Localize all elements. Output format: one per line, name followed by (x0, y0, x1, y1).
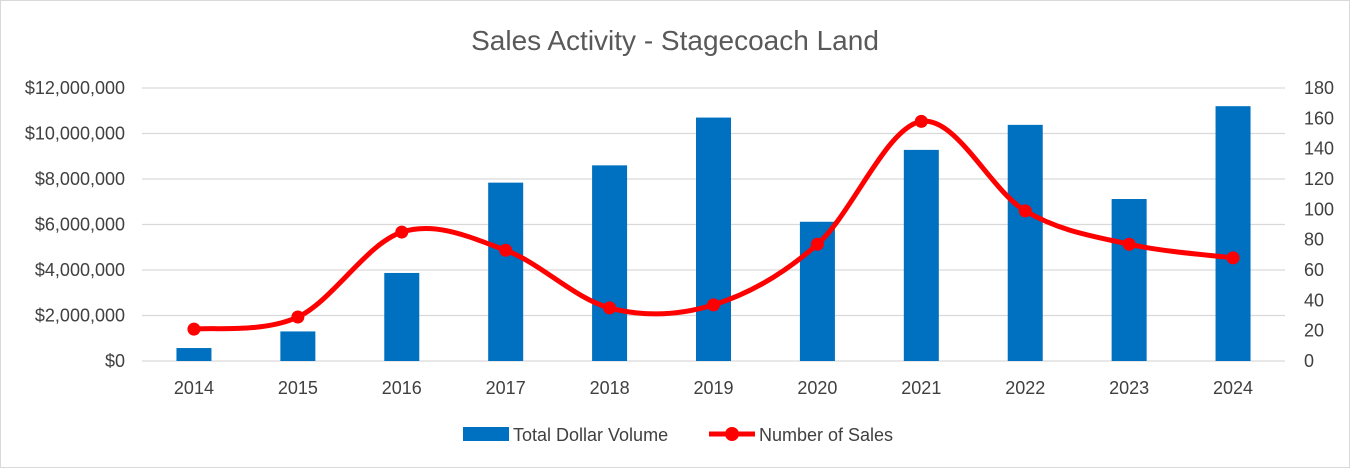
point-2022 (1018, 204, 1032, 218)
x-tick-label: 2017 (486, 378, 526, 398)
point-2016 (395, 225, 409, 239)
legend-label-number-of-sales: Number of Sales (759, 425, 893, 445)
bar-2024 (1215, 106, 1251, 361)
x-tick-label: 2018 (590, 378, 630, 398)
y-right-tick-label: 0 (1304, 351, 1314, 371)
bar-series-total-dollar-volume (176, 106, 1251, 361)
y-left-tick-label: $12,000,000 (25, 78, 125, 98)
y-axis-right: 0 20 40 60 80 100 120 140 160 180 (1304, 78, 1334, 371)
x-tick-label: 2019 (693, 378, 733, 398)
bar-2023 (1111, 199, 1147, 361)
legend: Total Dollar Volume Number of Sales (463, 425, 893, 445)
point-2021 (914, 114, 928, 128)
y-left-tick-label: $8,000,000 (35, 169, 125, 189)
y-left-tick-label: $6,000,000 (35, 215, 125, 235)
y-right-tick-label: 20 (1304, 321, 1324, 341)
bar-2021 (903, 149, 939, 361)
x-tick-label: 2024 (1213, 378, 1253, 398)
y-right-tick-label: 40 (1304, 290, 1324, 310)
bar-2019 (696, 117, 731, 361)
point-2014 (187, 322, 201, 336)
x-tick-label: 2014 (174, 378, 214, 398)
x-tick-label: 2022 (1005, 378, 1045, 398)
number-of-sales-line (191, 118, 1236, 332)
x-tick-label: 2023 (1109, 378, 1149, 398)
point-2018 (603, 301, 617, 315)
point-2017 (499, 243, 513, 257)
legend-marker-number-of-sales (725, 427, 739, 441)
line-series-number-of-sales (187, 114, 1240, 336)
point-2020 (810, 237, 824, 251)
y-right-tick-label: 60 (1304, 260, 1324, 280)
y-right-tick-label: 120 (1304, 169, 1334, 189)
point-2023 (1122, 237, 1136, 251)
point-2015 (291, 310, 305, 324)
y-left-tick-label: $0 (105, 351, 125, 371)
legend-swatch-total-dollar-volume (463, 427, 509, 441)
y-left-tick-label: $10,000,000 (25, 124, 125, 144)
x-axis: 2014 2015 2016 2017 2018 2019 2020 2021 2022 2023… (174, 378, 1253, 398)
y-right-tick-label: 80 (1304, 230, 1324, 250)
bar-2017 (488, 182, 524, 361)
bar-2022 (1007, 124, 1043, 361)
x-tick-label: 2020 (797, 378, 837, 398)
y-left-tick-label: $4,000,000 (35, 260, 125, 280)
x-tick-label: 2016 (382, 378, 422, 398)
y-axis-left: $0 $2,000,000 $4,000,000 $6,000,000 $8,000,0… (25, 78, 125, 371)
bar-2016 (384, 272, 420, 361)
point-2024 (1226, 251, 1240, 265)
x-tick-label: 2021 (901, 378, 941, 398)
x-tick-label: 2015 (278, 378, 318, 398)
bar-2015 (280, 331, 316, 361)
chart-title: Sales Activity - Stagecoach Land (471, 25, 879, 56)
y-right-tick-label: 100 (1304, 199, 1334, 219)
y-right-tick-label: 140 (1304, 139, 1334, 159)
legend-label-total-dollar-volume: Total Dollar Volume (513, 425, 668, 445)
bar-2018 (592, 165, 628, 361)
y-left-tick-label: $2,000,000 (35, 306, 125, 326)
y-right-tick-label: 180 (1304, 78, 1334, 98)
point-2019 (707, 298, 720, 312)
bar-2014 (176, 348, 212, 361)
y-right-tick-label: 160 (1304, 108, 1334, 128)
